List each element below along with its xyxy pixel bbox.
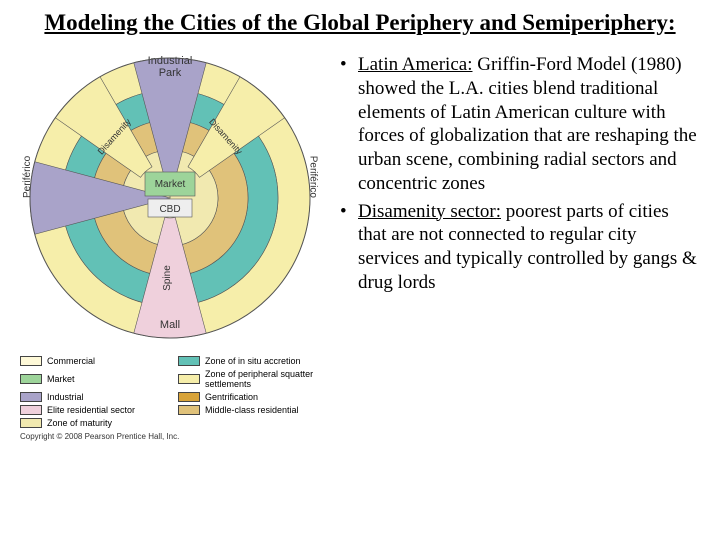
legend-label: Gentrification xyxy=(205,392,258,402)
legend-label: Market xyxy=(47,374,75,384)
legend-label: Zone of maturity xyxy=(47,418,112,428)
legend-swatch xyxy=(20,418,42,428)
svg-text:Mall: Mall xyxy=(160,319,180,331)
bullet-list: Latin America: Griffin-Ford Model (1980)… xyxy=(340,53,700,295)
legend-swatch xyxy=(20,392,42,402)
bullet-item: Disamenity sector: poorest parts of citi… xyxy=(340,200,700,295)
legend-item: Elite residential sector xyxy=(20,405,172,415)
main-layout: MarketCBDIndustrialParkMallSpineDisameni… xyxy=(20,48,700,441)
legend-item: Gentrification xyxy=(178,392,330,402)
right-column: Latin America: Griffin-Ford Model (1980)… xyxy=(340,48,700,441)
legend-swatch xyxy=(178,392,200,402)
left-column: MarketCBDIndustrialParkMallSpineDisameni… xyxy=(20,48,330,441)
legend-label: Zone of in situ accretion xyxy=(205,356,301,366)
svg-text:CBD: CBD xyxy=(159,204,180,215)
legend-swatch xyxy=(20,356,42,366)
legend-swatch xyxy=(20,374,42,384)
svg-text:Market: Market xyxy=(155,179,186,190)
legend-item: Zone of maturity xyxy=(20,418,172,428)
svg-text:Industrial: Industrial xyxy=(148,55,193,67)
label-periferico-left: Periférico xyxy=(22,156,33,198)
legend-item: Industrial xyxy=(20,392,172,402)
legend-item: Zone of in situ accretion xyxy=(178,356,330,366)
legend-swatch xyxy=(178,374,200,384)
legend-label: Middle-class residential xyxy=(205,405,299,415)
page-title: Modeling the Cities of the Global Periph… xyxy=(20,10,700,36)
legend-label: Industrial xyxy=(47,392,84,402)
griffin-ford-diagram: MarketCBDIndustrialParkMallSpineDisameni… xyxy=(20,48,320,348)
legend-label: Zone of peripheral squatter settlements xyxy=(205,369,330,389)
bullet-label: Latin America: xyxy=(358,54,472,75)
legend-swatch xyxy=(178,356,200,366)
legend-label: Commercial xyxy=(47,356,95,366)
legend-item: Commercial xyxy=(20,356,172,366)
legend-item: Market xyxy=(20,369,172,389)
svg-text:Spine: Spine xyxy=(162,265,173,291)
legend-item: Middle-class residential xyxy=(178,405,330,415)
bullet-label: Disamenity sector: xyxy=(358,201,501,222)
legend: Commercial Zone of in situ accretion Marke… xyxy=(20,356,330,428)
legend-swatch xyxy=(20,405,42,415)
copyright-text: Copyright © 2008 Pearson Prentice Hall, … xyxy=(20,432,330,441)
bullet-item: Latin America: Griffin-Ford Model (1980)… xyxy=(340,53,700,196)
page: Modeling the Cities of the Global Periph… xyxy=(0,0,720,540)
legend-item: Zone of peripheral squatter settlements xyxy=(178,369,330,389)
legend-label: Elite residential sector xyxy=(47,405,135,415)
legend-swatch xyxy=(178,405,200,415)
label-periferico-right: Periférico xyxy=(307,156,318,198)
svg-text:Park: Park xyxy=(159,67,182,79)
